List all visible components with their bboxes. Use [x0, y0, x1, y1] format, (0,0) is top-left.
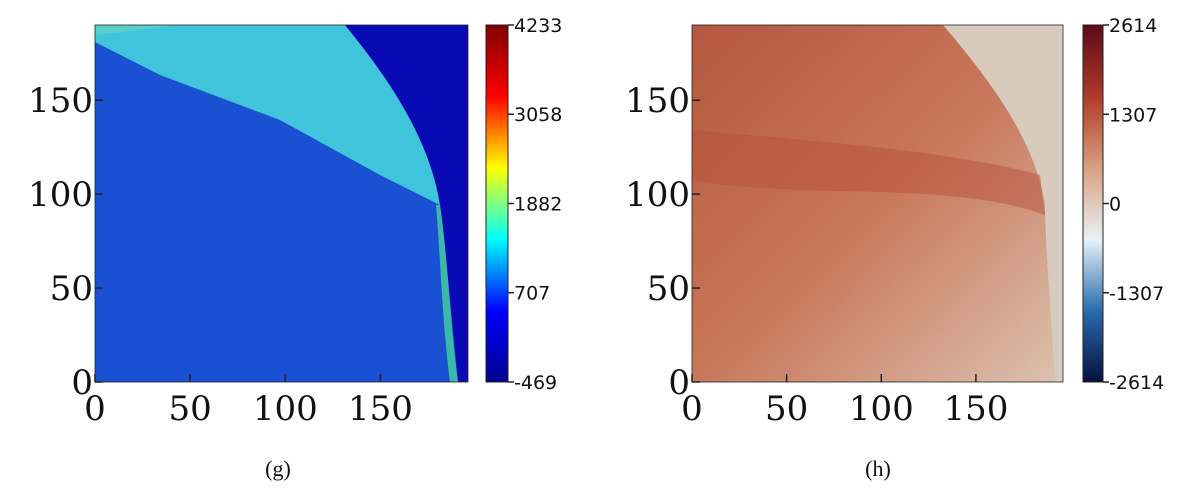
x-tick-label: 100 [849, 389, 914, 429]
colorbar-tick-label: 0 [1109, 194, 1121, 216]
colorbar-tick-label: 4233 [514, 15, 562, 37]
caption: (h) [865, 456, 891, 481]
y-tick-label: 150 [625, 81, 690, 121]
colorbar [1082, 24, 1104, 383]
y-tick-label: 100 [28, 175, 93, 215]
colorbar-tick-label: -1307 [1109, 283, 1164, 305]
colorbar-tick-label: 1307 [1109, 104, 1157, 126]
caption: (g) [265, 456, 291, 481]
x-tick-label: 50 [765, 389, 808, 429]
colorbar-tick-label: -469 [514, 372, 557, 394]
x-tick-label: 150 [943, 389, 1008, 429]
y-tick-label: 0 [668, 363, 690, 403]
y-tick-label: 50 [50, 269, 93, 309]
x-tick-label: 0 [84, 389, 106, 429]
colorbar-tick-label: 2614 [1109, 15, 1157, 37]
colorbar-tick-label: -2614 [1109, 372, 1164, 394]
colorbar-tick-label: 3058 [514, 104, 562, 126]
y-tick-label: 100 [625, 175, 690, 215]
plot-frame [691, 24, 1064, 383]
plot-frame [94, 24, 469, 383]
field-h [692, 25, 1063, 382]
x-tick-label: 50 [169, 389, 212, 429]
colorbar-tick-label: 1882 [514, 194, 562, 216]
colorbar-tick-label: 707 [514, 283, 550, 305]
y-tick-label: 50 [647, 269, 690, 309]
y-tick-label: 0 [71, 363, 93, 403]
x-tick-label: 100 [253, 389, 318, 429]
colorbar [485, 24, 509, 383]
y-tick-label: 150 [28, 81, 93, 121]
x-tick-label: 0 [681, 389, 703, 429]
x-tick-label: 150 [348, 389, 413, 429]
field-g [95, 25, 468, 382]
